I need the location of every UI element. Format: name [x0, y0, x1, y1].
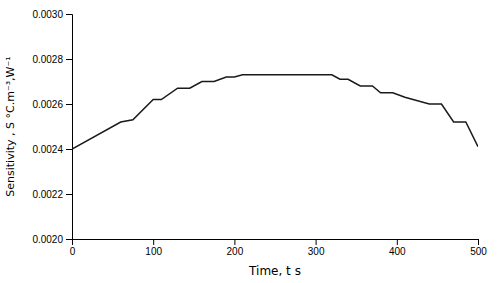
- y-tick-mark: [66, 104, 72, 105]
- x-tick-label: 100: [145, 246, 162, 257]
- line: [72, 75, 478, 149]
- y-tick-label: 0.0030: [32, 9, 63, 20]
- x-tick: 200: [227, 239, 244, 257]
- x-tick: 100: [145, 239, 162, 257]
- y-tick-label: 0.0026: [32, 99, 63, 110]
- y-axis-line: [66, 15, 73, 240]
- x-tick: 500: [470, 239, 487, 257]
- x-tick-mark: [478, 239, 479, 245]
- y-axis-title: Sensitivity , S °C.m⁻³,W⁻¹: [4, 56, 17, 196]
- x-tick-label: 200: [227, 246, 244, 257]
- y-tick-label: 0.0022: [32, 189, 63, 200]
- y-tick-mark: [66, 149, 72, 150]
- y-tick-mark: [66, 14, 72, 15]
- x-tick: 0: [70, 239, 76, 257]
- y-tick-label: 0.0028: [32, 54, 63, 65]
- y-tick: 0.0030: [32, 9, 72, 20]
- x-tick-mark: [234, 239, 235, 245]
- y-tick-mark: [66, 239, 72, 240]
- y-tick: 0.0026: [32, 99, 72, 110]
- x-tick-label: 0: [70, 246, 76, 257]
- y-tick-mark: [66, 59, 72, 60]
- x-tick-mark: [397, 239, 398, 245]
- x-axis-line: [73, 240, 479, 246]
- x-tick: 300: [308, 239, 325, 257]
- x-tick-label: 400: [389, 246, 406, 257]
- y-tick-mark: [66, 194, 72, 195]
- x-tick-mark: [316, 239, 317, 245]
- plot: 0 100 200 300 400 500 0.0020 0.0022 0.0024 0.0026…: [32, 9, 487, 257]
- y-tick: 0.0020: [32, 234, 72, 245]
- x-axis: 0 100 200 300 400 500: [70, 239, 488, 257]
- y-tick-label: 0.0020: [32, 234, 63, 245]
- x-tick-label: 300: [308, 246, 325, 257]
- y-tick: 0.0028: [32, 54, 72, 65]
- x-tick-label: 500: [470, 246, 487, 257]
- x-tick-mark: [153, 239, 154, 245]
- x-axis-title: Time, t s: [248, 264, 301, 278]
- y-tick: 0.0024: [32, 144, 72, 155]
- x-tick: 400: [389, 239, 406, 257]
- y-tick: 0.0022: [32, 189, 72, 200]
- chart: 0 100 200 300 400 500 0.0020 0.0022 0.0024 0.0026…: [0, 0, 500, 283]
- y-tick-label: 0.0024: [32, 144, 63, 155]
- y-axis: 0.0020 0.0022 0.0024 0.0026 0.0028 0.0030: [32, 9, 72, 245]
- marks: [72, 75, 478, 149]
